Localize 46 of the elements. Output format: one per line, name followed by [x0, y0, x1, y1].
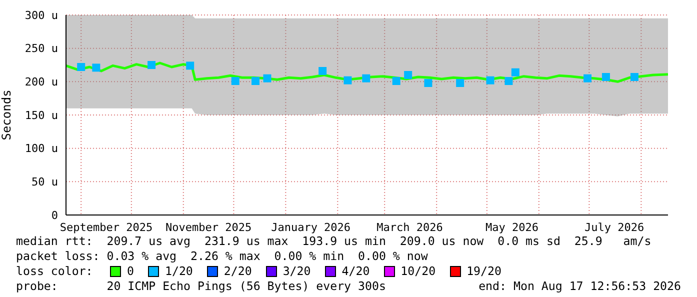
point — [392, 77, 400, 85]
legend-title: loss color: — [16, 264, 94, 279]
legend-label: 4/20 — [342, 264, 370, 279]
x-tick-label: July 2026 — [584, 220, 644, 234]
point — [424, 79, 432, 87]
point — [77, 63, 86, 71]
text: end: Mon Aug 17 12:56:53 2026 — [478, 279, 681, 294]
legend-label: 3/20 — [282, 264, 311, 279]
point — [148, 61, 156, 69]
text: probe: 20 ICMP Echo Pings (56 Bytes) every 300s — [16, 279, 386, 294]
x-tick-label: November 2025 — [165, 220, 252, 234]
x-tick-label: January 2026 — [271, 220, 351, 234]
point — [486, 76, 494, 84]
legend-label: 10/20 — [400, 264, 436, 279]
x-tick-label: March 2026 — [376, 220, 443, 234]
y-tick-label: 200 u — [24, 76, 58, 89]
legend-label: 19/20 — [466, 264, 502, 279]
point — [456, 79, 464, 87]
point — [630, 73, 638, 81]
x-tick-label: September 2025 — [60, 220, 153, 234]
point — [602, 73, 610, 81]
point — [511, 68, 520, 76]
legend-label: 2/20 — [224, 264, 252, 279]
y-tick-label: 100 u — [24, 142, 58, 156]
point — [584, 74, 592, 82]
point — [318, 67, 327, 75]
point — [362, 74, 370, 82]
text: packet loss: 0.03 % avg 2.26 % max 0.00 % min 0.00 % now — [16, 249, 429, 264]
y-axis-title: Seconds — [0, 90, 14, 140]
point — [504, 77, 513, 85]
point — [344, 76, 352, 84]
point — [186, 62, 194, 70]
point — [263, 74, 272, 82]
point — [231, 77, 240, 85]
y-tick-label: 300 u — [24, 8, 58, 22]
y-tick-label: 250 u — [24, 42, 58, 56]
point — [404, 71, 412, 79]
point — [92, 64, 100, 72]
x-tick-label: May 2026 — [486, 220, 539, 234]
y-tick-label: 50 u — [32, 176, 58, 189]
legend-label: 1/20 — [164, 264, 193, 279]
text: median rtt: 209.7 us avg 231.9 us max 193.9 us min 209.0 us now 0.0 ms sd 25.9 am/s — [16, 234, 652, 249]
y-tick-label: 0 — [51, 208, 58, 222]
legend-label: 0 — [127, 264, 134, 279]
point — [251, 77, 260, 85]
y-tick-label: 150 u — [24, 108, 58, 122]
